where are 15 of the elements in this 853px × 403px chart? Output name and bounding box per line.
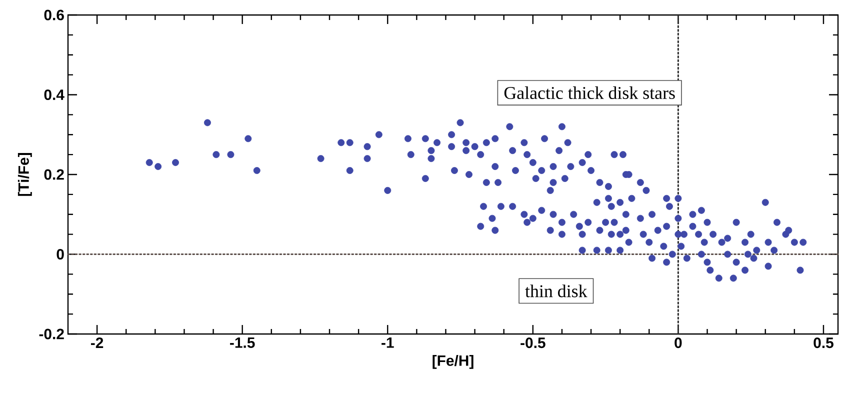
annotation: thin disk	[525, 284, 588, 298]
x-tick-label: 0.5	[814, 338, 834, 348]
y-tick-label: 0.6	[44, 10, 64, 20]
x-axis-title: [Fe/H]	[432, 354, 474, 369]
y-tick-label: 0.2	[44, 169, 64, 180]
y-tick-label: 0.4	[44, 89, 64, 100]
x-tick-label: -1	[382, 338, 394, 348]
annotation: Galactic thick disk stars	[504, 86, 675, 100]
x-tick-label: 0	[674, 338, 682, 348]
x-tick-label: -2	[90, 338, 104, 348]
y-axis-title: [Ti/Fe]	[18, 153, 32, 196]
x-tick-label: -0.5	[520, 338, 546, 348]
y-tick-label: -0.2	[39, 328, 64, 340]
y-tick-label: 0	[56, 248, 64, 260]
x-tick-label: -1.5	[230, 338, 255, 348]
